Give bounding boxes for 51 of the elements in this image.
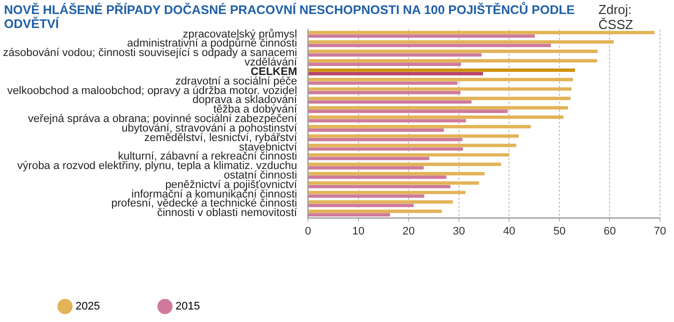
bar bbox=[308, 124, 531, 128]
x-tick-label: 20 bbox=[402, 225, 415, 238]
bar bbox=[308, 184, 450, 188]
bar bbox=[308, 156, 430, 160]
bar bbox=[308, 110, 508, 114]
bar bbox=[308, 147, 463, 151]
x-tick-label: 60 bbox=[604, 225, 616, 238]
x-tick-label: 0 bbox=[305, 225, 312, 238]
bar bbox=[308, 116, 564, 119]
x-tick-label: 10 bbox=[352, 225, 365, 238]
y-tick-label: zemědělství, lesnictví, rybářství bbox=[144, 132, 298, 144]
bar bbox=[308, 166, 424, 170]
x-tick-label: 30 bbox=[452, 225, 466, 238]
bar bbox=[308, 50, 598, 54]
bar bbox=[308, 59, 598, 62]
bar bbox=[308, 90, 460, 94]
bar bbox=[308, 100, 472, 104]
bar bbox=[308, 96, 571, 100]
bar bbox=[308, 190, 466, 194]
y-tick-label: činnosti v oblasti nemovitostí bbox=[157, 207, 298, 220]
x-tick-label: 50 bbox=[553, 225, 566, 238]
bar bbox=[308, 172, 485, 176]
bar bbox=[308, 213, 390, 217]
bar bbox=[308, 200, 453, 204]
bar bbox=[308, 138, 462, 142]
x-tick-label: 40 bbox=[503, 225, 516, 238]
y-tick-label: zpracovatelský průmysl bbox=[182, 28, 298, 40]
bar bbox=[308, 78, 574, 82]
bar bbox=[308, 87, 572, 91]
legend-label: 2015 bbox=[175, 300, 200, 313]
bar bbox=[308, 34, 535, 38]
bar bbox=[308, 53, 482, 57]
bar bbox=[308, 72, 484, 76]
x-tick-label: 70 bbox=[654, 225, 666, 238]
bar bbox=[308, 40, 614, 44]
bar bbox=[308, 68, 576, 72]
bar bbox=[308, 128, 444, 132]
bar bbox=[308, 162, 502, 166]
bar bbox=[308, 81, 458, 85]
bar bbox=[308, 210, 442, 214]
bar bbox=[308, 62, 461, 66]
bar bbox=[308, 119, 466, 122]
bar bbox=[308, 30, 654, 34]
bar bbox=[308, 176, 446, 179]
bar bbox=[308, 106, 568, 110]
legend-label: 2025 bbox=[76, 300, 100, 313]
y-tick-label: peněžnictví a pojišťovnictví bbox=[165, 178, 298, 191]
annotation: Zdroj: ČSSZ bbox=[598, 2, 634, 32]
bar bbox=[308, 44, 551, 48]
bar bbox=[308, 181, 480, 185]
bar bbox=[308, 153, 510, 157]
